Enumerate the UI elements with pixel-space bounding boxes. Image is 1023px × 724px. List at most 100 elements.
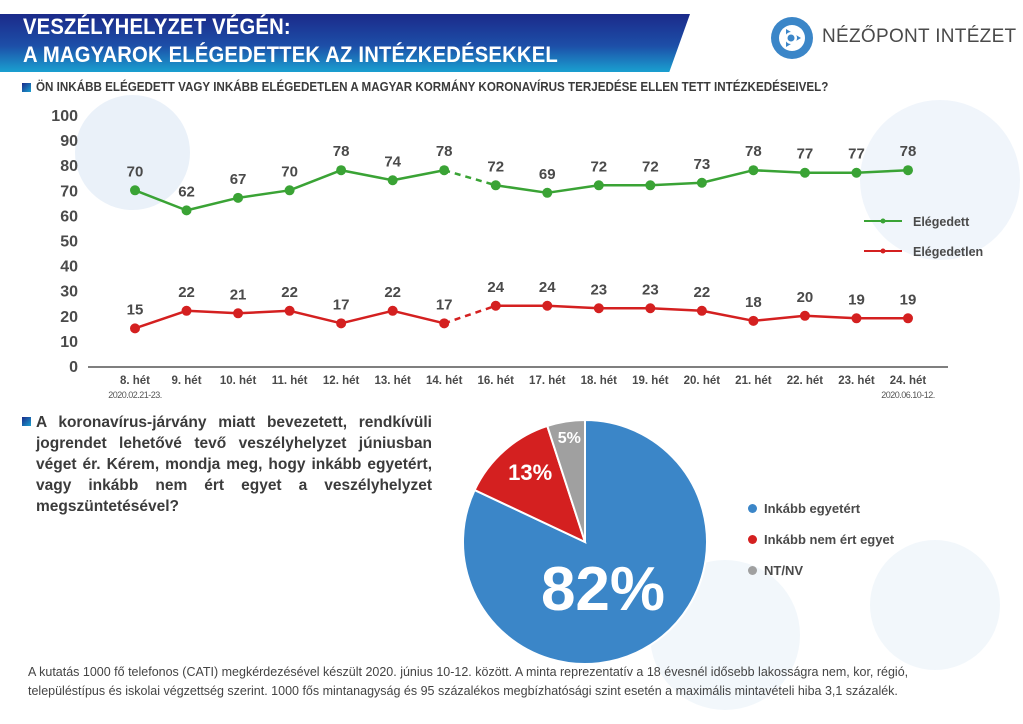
- y-tick-label: 30: [60, 284, 78, 301]
- series-elegedett-segment: [289, 169, 342, 192]
- x-tick-label: 16. hét: [478, 375, 515, 387]
- series-elegedett-point: [645, 180, 656, 191]
- y-tick-label: 70: [60, 183, 78, 200]
- nezopont-logo-icon: [771, 17, 813, 59]
- data-label: 70: [281, 163, 298, 180]
- series-elegedetlen-point: [284, 305, 295, 316]
- pie-legend-label: Inkább nem ért egyet: [764, 532, 895, 547]
- data-label: 69: [539, 166, 556, 183]
- y-tick-label: 20: [60, 309, 78, 326]
- last-date-label: 2020.06.10-12.: [881, 390, 935, 400]
- series-elegedett-point: [748, 165, 759, 176]
- question-2: A koronavírus-járvány miatt bevezetett, …: [36, 414, 432, 515]
- x-tick-label: 24. hét: [890, 375, 927, 387]
- x-tick-label: 8. hét: [120, 375, 150, 387]
- data-label: 15: [127, 301, 144, 318]
- series-elegedetlen-point: [593, 303, 604, 314]
- data-label: 72: [487, 158, 504, 175]
- data-label: 23: [590, 281, 607, 298]
- series-elegedett-segment: [340, 168, 393, 182]
- data-label: 22: [281, 284, 298, 301]
- series-elegedetlen-point: [490, 300, 501, 311]
- series-elegedett-segment: [186, 196, 239, 212]
- data-label: 17: [436, 296, 453, 313]
- pie-legend-item: NT/NV: [748, 555, 894, 586]
- legend-dot-icon: [748, 504, 757, 513]
- data-label: 70: [127, 163, 144, 180]
- series-elegedetlen-point: [645, 303, 656, 314]
- line-chart: 0 10 20 30 40 50 60 70 80 90 100 8. hét 9. hét 10. hé…: [51, 108, 983, 400]
- series-elegedetlen-point: [851, 313, 862, 324]
- y-tick-label: 90: [60, 133, 78, 150]
- series-elegedett-point: [490, 180, 501, 191]
- series-elegedett-point: [181, 205, 192, 216]
- series-elegedett-segment: [753, 168, 805, 174]
- legend-label: Elégedetlen: [913, 245, 983, 259]
- x-tick-label: 14. hét: [426, 375, 463, 387]
- series-elegedetlen-segment: [392, 309, 445, 325]
- data-label: 20: [797, 289, 814, 306]
- x-tick-label: 23. hét: [838, 375, 875, 387]
- x-tick-label: 13. hét: [374, 375, 411, 387]
- series-elegedett-point: [593, 180, 604, 191]
- pie-legend-label: Inkább egyetért: [764, 501, 861, 516]
- series-elegedett-point: [903, 165, 913, 176]
- bullet-icon: [22, 417, 31, 426]
- x-tick-label: 22. hét: [787, 375, 824, 387]
- data-label: 17: [333, 296, 350, 313]
- y-tick-label: 80: [60, 158, 78, 175]
- footer-line-2: településtípus és iskolai végzettség sze…: [28, 684, 898, 698]
- data-label: 23: [642, 281, 659, 298]
- legend-marker-icon: [880, 218, 886, 224]
- series-elegedett-point: [336, 165, 347, 176]
- data-label: 18: [745, 294, 762, 311]
- data-label: 19: [848, 291, 865, 308]
- series-elegedetlen-segment: [340, 309, 393, 325]
- series-elegedett-point: [439, 165, 450, 176]
- series-elegedetlen-segment: [650, 307, 702, 313]
- data-label: 72: [642, 158, 659, 175]
- series-elegedett-point: [233, 192, 244, 203]
- series-elegedetlen-point: [387, 305, 398, 316]
- pie-chart: 82% 13% 5%: [462, 418, 708, 665]
- series-elegedett-point: [851, 167, 862, 178]
- series-elegedetlen-point: [336, 318, 347, 329]
- first-date-label: 2020.02.21-23.: [108, 390, 162, 400]
- x-tick-label: 17. hét: [529, 375, 566, 387]
- pie-data-label: 82%: [541, 555, 665, 624]
- x-tick-label: 12. hét: [323, 375, 360, 387]
- series-elegedetlen-segment: [238, 309, 290, 315]
- pie-legend-item: Inkább nem ért egyet: [748, 524, 894, 555]
- title-banner: [0, 14, 690, 72]
- pie-data-label: 5%: [558, 430, 581, 447]
- x-tick-label: 19. hét: [632, 375, 669, 387]
- virus-decoration: [860, 100, 1020, 260]
- x-tick-label: 10. hét: [220, 375, 257, 387]
- series-elegedett-point: [284, 185, 295, 196]
- series-elegedetlen-segment: [804, 314, 857, 320]
- data-label: 78: [745, 143, 762, 160]
- series-elegedetlen-segment: [289, 309, 342, 325]
- y-tick-label: 100: [51, 108, 78, 125]
- logo-text: NÉZŐPONT INTÉZET: [822, 26, 1017, 47]
- virus-decoration: [870, 540, 1000, 670]
- series-elegedetlen-segment: [753, 314, 806, 323]
- series-elegedett-point: [542, 187, 553, 198]
- pie-data-label: 13%: [508, 460, 552, 485]
- data-label: 67: [230, 171, 247, 188]
- series-elegedetlen-point: [799, 310, 810, 321]
- data-label: 74: [384, 153, 401, 170]
- series-elegedett-point: [696, 177, 707, 188]
- series-elegedetlen-point: [696, 305, 707, 316]
- series-elegedetlen-point: [748, 315, 759, 326]
- data-label: 62: [178, 183, 195, 200]
- data-label: 24: [487, 279, 504, 296]
- series-elegedetlen-segment: [443, 304, 497, 325]
- x-tick-label: 20. hét: [684, 375, 721, 387]
- data-label: 19: [900, 291, 917, 308]
- pie-slice: [473, 424, 587, 544]
- pie-legend: Inkább egyetért Inkább nem ért egyet NT/…: [748, 493, 894, 586]
- legend-dot-icon: [748, 566, 757, 575]
- footer-line-1: A kutatás 1000 fő telefonos (CATI) megké…: [28, 665, 909, 679]
- series-elegedett-segment: [856, 168, 909, 174]
